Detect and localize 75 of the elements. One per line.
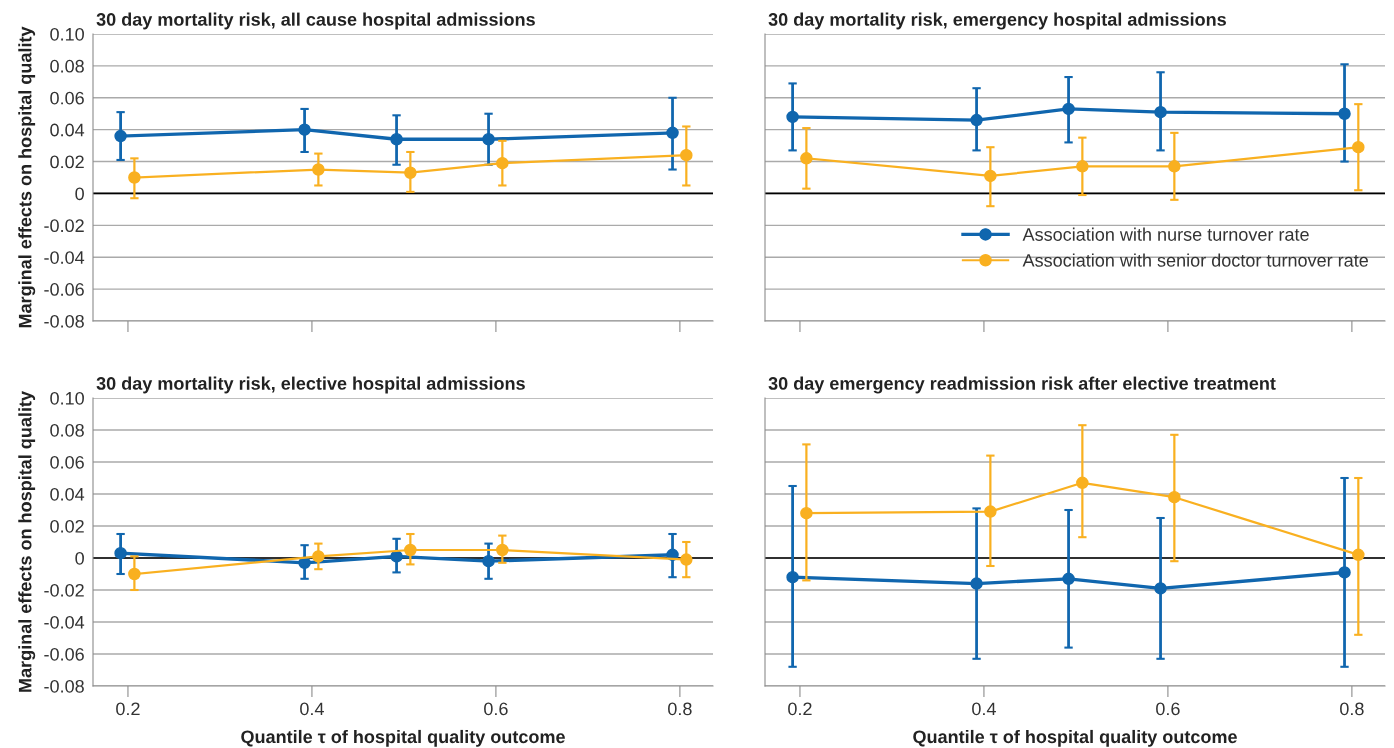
x-tick-label: 0.4 xyxy=(972,702,996,716)
point xyxy=(404,543,417,557)
point xyxy=(800,152,813,165)
x-tick-label: 0.2 xyxy=(116,702,140,716)
point xyxy=(312,550,325,563)
y-tick-label: 0.06 xyxy=(50,455,84,469)
point xyxy=(786,570,799,584)
point xyxy=(1154,582,1167,595)
point xyxy=(298,123,311,136)
y-tick-label: -0.02 xyxy=(44,219,84,233)
point xyxy=(1076,160,1089,173)
y-tick-label: 0.08 xyxy=(50,59,84,73)
point xyxy=(984,505,997,518)
point xyxy=(1168,160,1181,173)
point xyxy=(1062,572,1075,586)
point xyxy=(482,554,495,568)
chart-title: 30 day emergency readmission risk after elective treatment xyxy=(768,376,1276,394)
y-tick-label: -0.04 xyxy=(44,615,85,629)
point xyxy=(680,553,693,566)
x-axis-title: Quantile τ of hospital quality outcome xyxy=(913,729,1237,747)
x-tick-label: 0.4 xyxy=(300,702,324,716)
x-tick-label: 0.6 xyxy=(1156,702,1180,716)
chart-title: 30 day mortality risk, elective hospital admissions xyxy=(96,376,525,394)
y-tick-label: 0.10 xyxy=(50,27,84,41)
chart-title: 30 day mortality risk, all cause hospital admissions xyxy=(96,12,535,30)
y-tick-label: 0.08 xyxy=(50,423,84,437)
point xyxy=(666,126,679,140)
legend-label: Association with nurse turnover rate xyxy=(1022,227,1309,241)
point xyxy=(496,543,509,557)
x-tick-label: 0.2 xyxy=(788,702,812,716)
point xyxy=(482,132,495,146)
y-axis-title: Marginal effects on hospital quality xyxy=(18,391,36,692)
y-tick-label: 0.06 xyxy=(50,91,84,105)
y-tick-label: 0.10 xyxy=(50,391,84,405)
point xyxy=(1062,102,1075,116)
y-tick-label: 0 xyxy=(75,551,84,565)
y-tick-label: -0.06 xyxy=(44,283,84,296)
point xyxy=(1154,105,1167,119)
point xyxy=(390,132,403,146)
point xyxy=(114,129,127,143)
point xyxy=(1352,548,1365,562)
point xyxy=(128,171,141,184)
point xyxy=(1076,476,1089,490)
y-tick-label: 0.02 xyxy=(50,155,84,169)
y-tick-label: -0.08 xyxy=(44,314,84,328)
point xyxy=(970,113,983,127)
y-tick-label: -0.04 xyxy=(44,251,85,264)
point xyxy=(984,169,997,183)
y-tick-label: 0.02 xyxy=(50,519,84,533)
y-tick-label: 0 xyxy=(75,187,84,201)
point xyxy=(800,506,813,520)
point xyxy=(1352,140,1365,154)
y-tick-label: 0.04 xyxy=(50,487,85,501)
point xyxy=(1168,490,1181,504)
chart-title: 30 day mortality risk, emergency hospital admissions xyxy=(768,12,1226,30)
y-tick-label: -0.08 xyxy=(44,679,84,693)
point xyxy=(496,156,509,170)
point xyxy=(312,163,325,176)
x-tick-label: 0.8 xyxy=(1340,702,1364,716)
x-tick-label: 0.6 xyxy=(484,702,508,716)
point xyxy=(680,148,693,162)
point xyxy=(970,577,983,590)
x-axis-title: Quantile τ of hospital quality outcome xyxy=(241,729,565,747)
y-tick-label: 0.04 xyxy=(50,123,85,137)
point xyxy=(114,546,127,560)
point xyxy=(1338,107,1351,120)
legend-label: Association with senior doctor turnover rate xyxy=(1022,253,1368,267)
y-tick-label: -0.02 xyxy=(44,583,84,597)
y-axis-title: Marginal effects on hospital quality xyxy=(18,26,36,328)
point xyxy=(1338,566,1351,579)
y-tick-label: -0.06 xyxy=(44,647,84,661)
point xyxy=(128,567,141,581)
x-tick-label: 0.8 xyxy=(668,702,692,716)
point xyxy=(404,166,417,179)
point xyxy=(786,110,799,124)
